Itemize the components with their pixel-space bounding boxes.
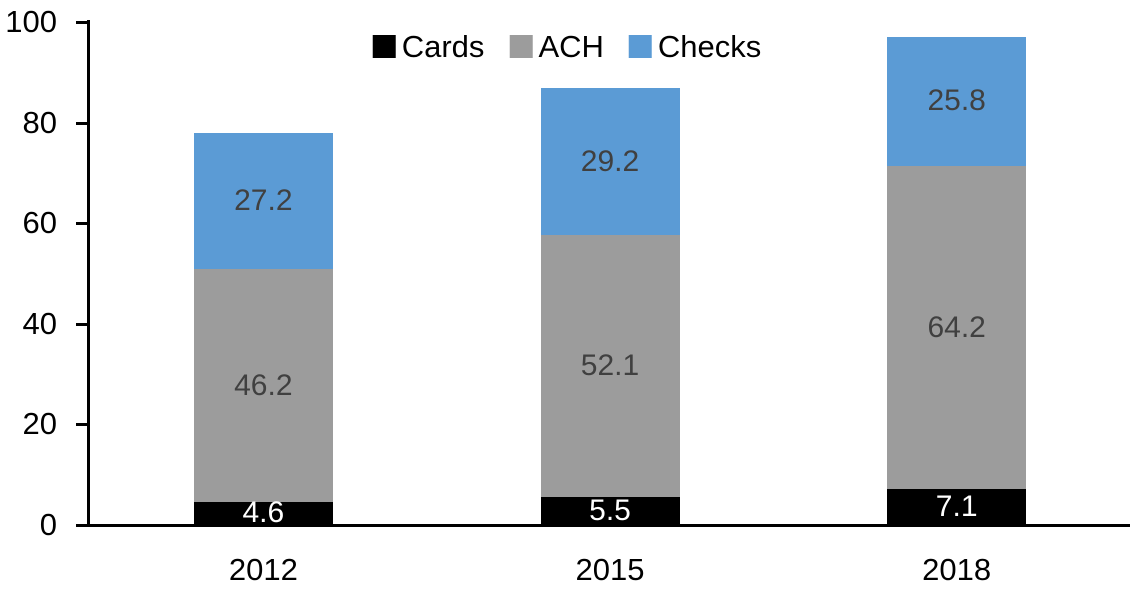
legend-swatch-icon — [509, 35, 533, 58]
stacked-bar-2018: 7.1 64.2 25.8 — [887, 36, 1027, 525]
data-label: 25.8 — [927, 84, 986, 118]
legend-swatch-icon — [628, 35, 652, 58]
stacked-bar-2015: 5.5 52.1 29.2 — [540, 88, 680, 528]
y-axis-tick-label: 100 — [5, 4, 57, 39]
legend-label: ACH — [538, 29, 604, 64]
stacked-bar-2012: 4.6 46.2 27.2 — [193, 132, 333, 528]
data-label: 64.2 — [927, 310, 986, 344]
segment-cards-2018: 7.1 — [887, 489, 1027, 525]
legend-item-ach: ACH — [509, 29, 604, 64]
data-label: 29.2 — [580, 144, 640, 178]
y-axis-tick-label: 0 — [39, 507, 57, 542]
y-tick-mark — [76, 423, 87, 427]
segment-cards-2015: 5.5 — [540, 494, 680, 528]
x-axis-tick-label: 2015 — [575, 552, 645, 587]
segment-ach-2012: 46.2 — [193, 269, 333, 502]
data-label: 7.1 — [935, 490, 978, 524]
y-axis-line — [87, 20, 90, 527]
y-tick-mark — [76, 21, 87, 24]
legend-item-checks: Checks — [628, 29, 762, 64]
data-label: 27.2 — [234, 184, 293, 218]
x-axis-tick-label: 2018 — [922, 552, 992, 587]
y-axis-tick-label: 40 — [22, 305, 57, 341]
data-label: 5.5 — [589, 494, 631, 528]
segment-checks-2012: 27.2 — [193, 132, 333, 270]
y-tick-mark — [76, 524, 87, 527]
legend-label: Cards — [401, 29, 485, 64]
segment-cards-2012: 4.6 — [193, 498, 333, 528]
legend-item-cards: Cards — [372, 29, 485, 64]
x-axis-tick-label: 2012 — [228, 552, 298, 587]
data-label: 52.1 — [580, 349, 640, 383]
segment-ach-2018: 64.2 — [887, 166, 1027, 490]
legend-label: Checks — [657, 29, 762, 64]
y-tick-mark — [76, 121, 87, 125]
y-axis-tick-label: 20 — [22, 406, 57, 442]
legend-swatch-icon — [372, 35, 396, 58]
chart-legend: Cards ACH Checks — [372, 29, 762, 64]
segment-checks-2015: 29.2 — [540, 88, 680, 236]
y-axis-tick-label: 80 — [22, 104, 57, 140]
segment-ach-2015: 52.1 — [540, 235, 680, 498]
x-axis-line — [87, 524, 1130, 527]
data-label: 46.2 — [234, 368, 293, 402]
data-label: 4.6 — [242, 496, 285, 530]
segment-checks-2018: 25.8 — [887, 36, 1027, 167]
y-axis-tick-label: 60 — [22, 205, 57, 241]
y-tick-mark — [76, 322, 87, 326]
y-tick-mark — [76, 222, 87, 226]
